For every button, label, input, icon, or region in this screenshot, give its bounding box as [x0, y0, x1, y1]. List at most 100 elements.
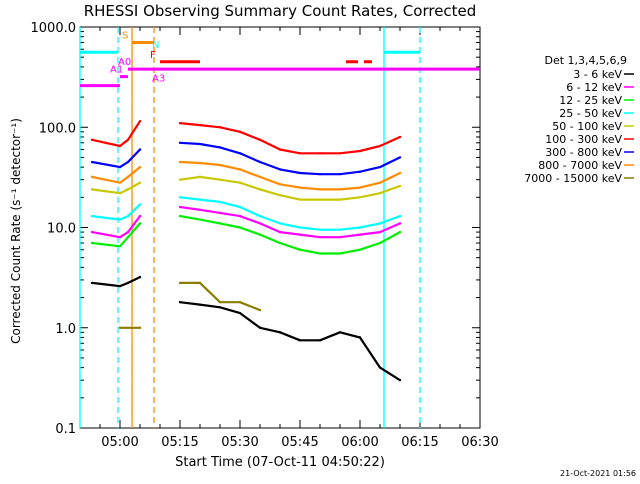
legend-label: 25 - 50 keV: [559, 107, 622, 120]
data-point: [238, 300, 242, 304]
data-point: [218, 126, 222, 129]
data-point: [258, 233, 262, 236]
data-point: [238, 214, 242, 218]
data-point: [338, 198, 342, 201]
data-point: [398, 171, 402, 175]
data-point: [178, 121, 182, 125]
data-point: [298, 226, 302, 229]
data-point: [238, 152, 242, 155]
x-axis-label: Start Time (07-Oct-11 04:50:22): [175, 455, 385, 470]
data-point: [358, 248, 362, 251]
data-point: [318, 236, 322, 239]
series-line-7000-15000-kev: [180, 281, 261, 312]
x-tick-label: 06:30: [461, 435, 498, 450]
data-point: [298, 186, 302, 189]
data-point: [218, 178, 222, 181]
series-line-12-25-kev: [91, 222, 141, 248]
data-point: [318, 339, 322, 342]
chart-title: RHESSI Observing Summary Count Rates, Co…: [84, 2, 477, 20]
data-point: [218, 200, 222, 204]
legend-label: 800 - 7000 keV: [538, 159, 622, 172]
data-point: [238, 130, 242, 134]
y-tick-label: 1.0: [55, 322, 76, 337]
data-point: [278, 241, 282, 245]
data-point: [318, 228, 322, 231]
data-point: [198, 303, 202, 306]
data-point: [90, 138, 94, 141]
data-point: [118, 181, 122, 184]
data-point: [358, 149, 362, 153]
data-point: [218, 306, 222, 309]
data-point: [258, 138, 262, 141]
legend-label: 7000 - 15000 keV: [524, 172, 622, 185]
data-point: [298, 248, 302, 251]
data-point: [278, 168, 282, 171]
y-tick-label: 0.1: [55, 422, 76, 437]
data-point: [298, 152, 302, 155]
y-tick-label: 10.0: [47, 222, 76, 237]
data-point: [198, 281, 202, 285]
data-point: [358, 170, 362, 173]
data-point: [358, 233, 362, 236]
data-point: [126, 188, 130, 191]
data-point: [138, 203, 142, 206]
plot-area: 0.1 1.0 10.0 100.0 1000.0 05:00 05:15 05:30 05:4…: [31, 21, 634, 450]
data-point: [358, 196, 362, 199]
data-point: [358, 186, 362, 189]
data-point: [358, 336, 362, 339]
data-point: [318, 252, 322, 255]
y-tick-label: 100.0: [39, 121, 76, 136]
data-point: [378, 241, 382, 245]
data-point: [298, 171, 302, 175]
data-point: [378, 191, 382, 195]
data-point: [258, 326, 262, 329]
data-point: [90, 230, 94, 234]
data-point: [238, 181, 242, 184]
x-tick-label: 05:15: [161, 435, 198, 450]
data-point: [126, 160, 130, 164]
data-point: [278, 331, 282, 334]
data-point: [90, 241, 94, 245]
data-point: [178, 141, 182, 144]
data-point: [378, 366, 382, 369]
data-point: [278, 193, 282, 197]
data-point: [338, 188, 342, 191]
data-point: [118, 144, 122, 148]
data-point: [378, 181, 382, 184]
series-line-300-800-kev: [91, 148, 141, 169]
data-point: [118, 284, 122, 288]
data-point: [398, 135, 402, 139]
data-point: [338, 331, 342, 334]
series-line-3-6-kev: [179, 301, 401, 382]
data-point: [318, 173, 322, 176]
data-point: [198, 218, 202, 221]
series-line-25-50-kev: [91, 203, 141, 221]
data-point: [118, 165, 122, 169]
data-point: [318, 198, 322, 201]
data-point: [138, 181, 142, 184]
series-line-12-25-kev: [179, 215, 401, 255]
x-tick-label: 05:30: [221, 435, 258, 450]
data-point: [126, 214, 130, 218]
series-line-800-7000-kev: [91, 166, 141, 184]
data-point: [118, 218, 122, 221]
data-point: [138, 222, 142, 225]
data-point: [278, 222, 282, 225]
data-point: [138, 148, 142, 151]
data-point: [258, 308, 262, 312]
data-point: [126, 230, 130, 234]
data-point: [118, 236, 122, 239]
legend-label: 50 - 100 keV: [552, 120, 622, 133]
data-point: [378, 230, 382, 234]
data-point: [358, 226, 362, 229]
data-point: [258, 222, 262, 225]
data-point: [126, 175, 130, 179]
data-point: [338, 173, 342, 176]
data-point: [218, 163, 222, 167]
data-point: [378, 222, 382, 225]
data-point: [198, 208, 202, 212]
data-point: [138, 165, 142, 169]
data-point: [318, 188, 322, 191]
data-point: [198, 161, 202, 165]
